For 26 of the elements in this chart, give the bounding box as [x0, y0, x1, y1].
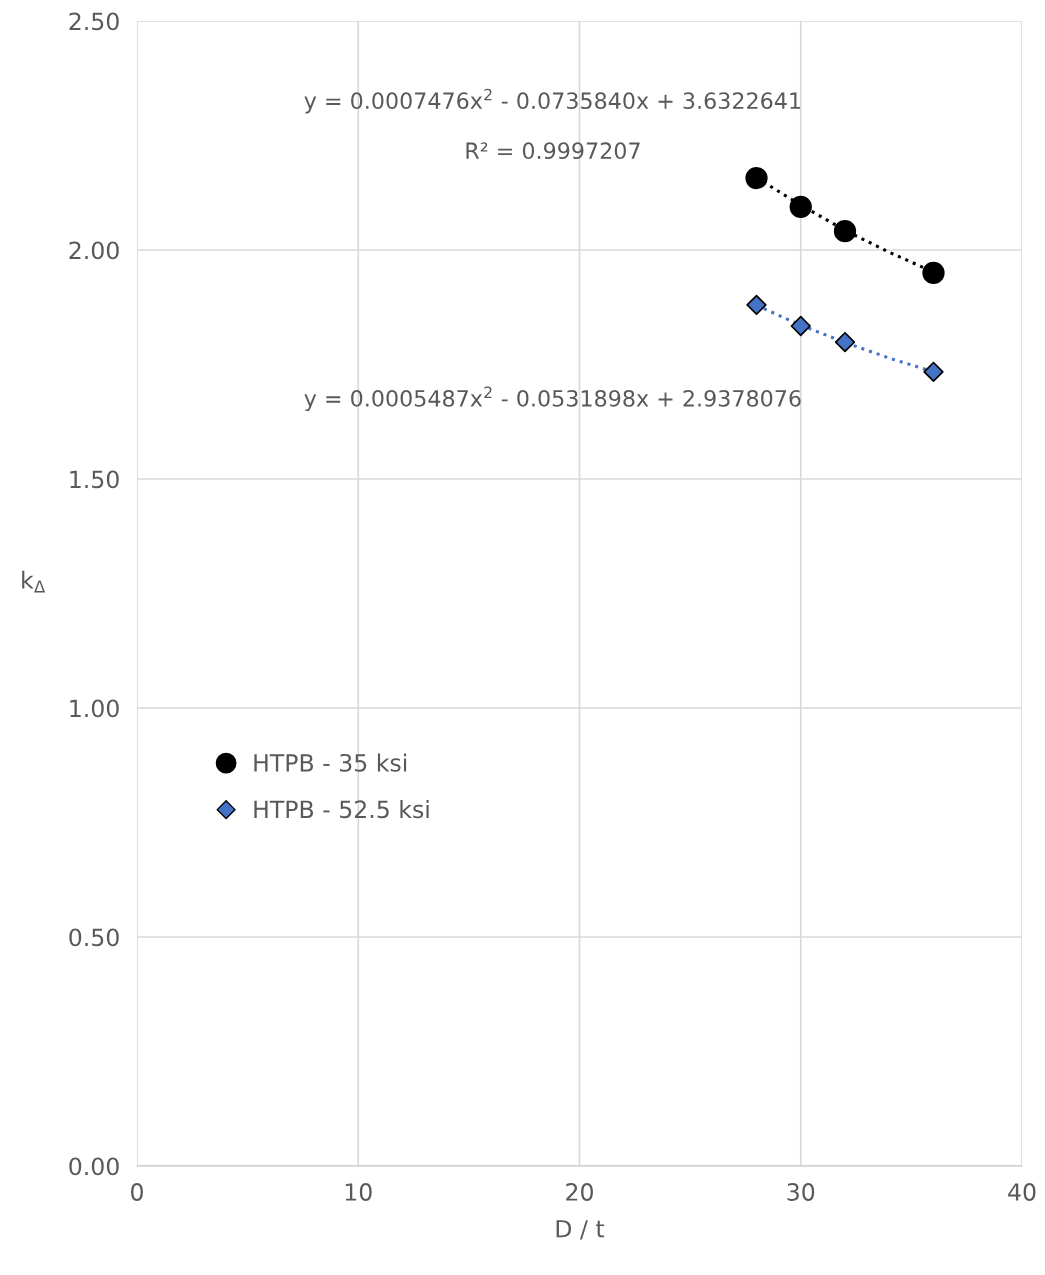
y-tick-label: 2.50 — [69, 12, 119, 31]
legend-label: HTPB - 35 ksi — [254, 753, 407, 772]
y-tick-label: 0.50 — [69, 928, 119, 947]
annotation: R² = 0.9997207 — [466, 142, 640, 160]
annotation: y = 0.0007476x$^{2}$ - 0.0735840x + 3.6322641 — [304, 88, 800, 114]
annotation: y = 0.0005487x$^{2}$ - 0.0531898x + 2.9378076 — [304, 386, 801, 412]
x-tick-label: 30 — [787, 1183, 815, 1201]
y-axis-title: k$_{Δ}$ — [22, 570, 46, 593]
x-tick-label: 40 — [1008, 1183, 1036, 1201]
point — [789, 195, 812, 219]
y-tick-label: 1.50 — [70, 470, 119, 489]
x-tick-label: 20 — [566, 1183, 593, 1201]
point — [745, 166, 768, 190]
point — [746, 294, 767, 316]
y-tick-label: 2.00 — [69, 241, 119, 260]
y-tick-label: 1.00 — [70, 699, 119, 718]
point — [922, 261, 945, 285]
legend-label: HTPB - 52.5 ksi — [254, 799, 429, 819]
x-tick-label: 10 — [345, 1183, 372, 1201]
point — [790, 315, 811, 337]
y-tick-label: 0.00 — [69, 1157, 119, 1176]
x-axis-title: D / t — [556, 1220, 605, 1240]
point — [834, 331, 856, 353]
point — [833, 220, 857, 243]
point — [923, 361, 944, 382]
x-tick-label: 0 — [131, 1183, 143, 1201]
